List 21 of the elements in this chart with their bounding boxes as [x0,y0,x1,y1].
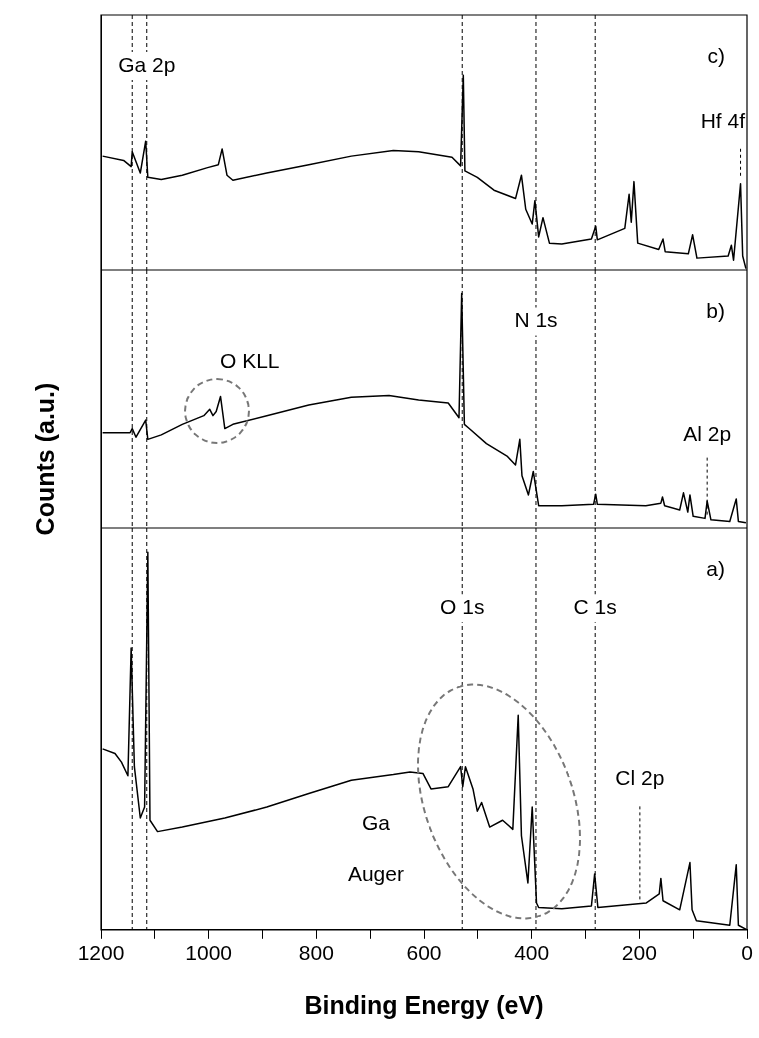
x-tick-label: 1000 [185,941,233,965]
x-tick-label: 600 [406,941,442,965]
annotation: a) [706,556,725,580]
annotation: b) [706,298,725,322]
ref-line-label: O 1s [440,595,485,619]
text: Ga Auger [347,811,404,886]
ref-line-label: N 1s [514,308,558,332]
ref-line-label: Ga 2p [118,52,176,76]
text: c) [707,43,725,67]
annotation: Cl 2p [615,766,665,790]
annotation: O KLL [219,348,280,372]
x-tick-label: 200 [621,941,657,965]
x-tick-label: 800 [298,941,334,965]
x-tick-label: 1200 [77,941,125,965]
annotation: Hf 4f [700,108,746,132]
x-tick-label: 0 [741,941,753,965]
ref-line-label: C 1s [573,595,617,619]
y-axis-title: Counts (a.u.) [30,382,60,536]
x-tick-label: 400 [514,941,550,965]
x-axis-title: Binding Energy (eV) [304,990,544,1019]
annotation: Al 2p [683,422,732,446]
